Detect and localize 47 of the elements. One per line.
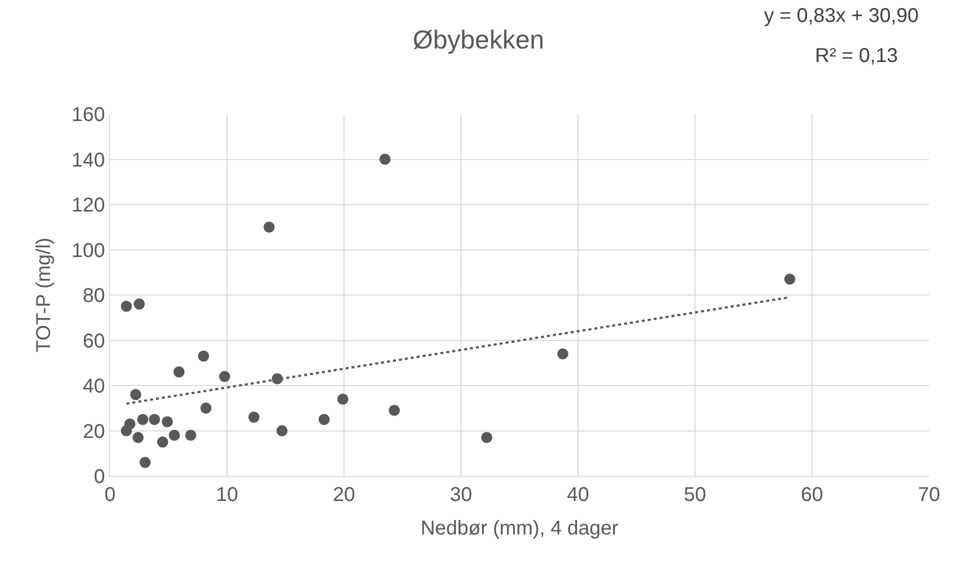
point [157,436,168,448]
y-axis-title: TOT-P (mg/l) [33,238,56,352]
point [148,414,160,425]
point [140,456,151,468]
point [168,430,180,441]
y-tick-label: 140 [72,149,105,172]
point [124,418,136,430]
point [784,274,796,285]
y-tick-label: 40 [82,376,105,398]
point [132,432,144,444]
point [248,412,260,423]
x-axis-title: Nedbør (mm), 4 dager [420,518,619,540]
x-tick-label: 70 [918,484,940,506]
point [134,298,145,310]
y-tick-label: 20 [82,420,105,443]
point [219,370,230,382]
point [388,404,400,416]
point [130,389,142,400]
x-tick-label: 30 [450,484,472,506]
point [137,414,148,425]
chart-title: Øbybekken [412,24,544,55]
point [162,416,173,428]
y-tick-label: 0 [94,466,105,488]
x-tick-label: 40 [566,484,590,506]
y-tick-label: 120 [72,194,105,216]
point [481,432,492,444]
y-tick-label: 100 [72,240,105,262]
point [379,154,390,165]
point [200,402,212,414]
y-tick-label: 60 [82,330,105,352]
point [276,425,288,436]
y-tick-label: 160 [72,104,105,126]
point [318,414,330,425]
text: y = 0,83x + 30,90 [764,5,919,27]
point [120,300,132,312]
point [174,366,185,378]
y-tick-label: 80 [82,285,105,307]
point [264,222,275,233]
x-tick-label: 60 [800,484,824,506]
x-tick-label: 50 [684,484,706,506]
x-tick-label: 10 [216,484,238,506]
point [198,350,210,362]
text: R² = 0,13 [815,45,898,67]
point [185,430,196,441]
point [337,394,348,405]
point [557,348,568,360]
x-tick-label: 20 [332,484,356,506]
